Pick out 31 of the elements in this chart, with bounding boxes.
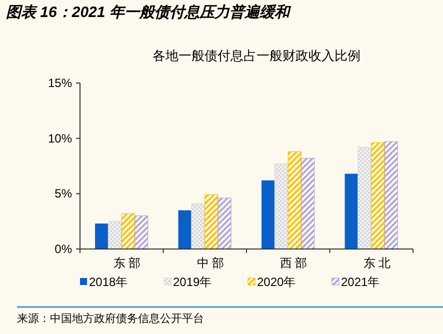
chart-subtitle: 各地一般债付息占一般财政收入比例	[152, 48, 360, 63]
legend-label: 2020年	[257, 275, 296, 289]
y-tick-label: 0%	[54, 242, 72, 256]
bar	[371, 142, 385, 250]
bar	[134, 216, 148, 250]
bar	[204, 194, 218, 250]
bar	[274, 163, 288, 250]
x-tick-label: 东部	[114, 256, 144, 270]
bar	[384, 141, 398, 250]
bar	[288, 151, 302, 250]
legend-label: 2019年	[173, 275, 212, 289]
bar	[178, 210, 192, 249]
y-tick-label: 5%	[54, 186, 72, 201]
bar	[95, 224, 108, 249]
legend-label: 2021年	[341, 275, 380, 289]
bar	[191, 203, 205, 250]
x-tick-label: 中部	[196, 256, 227, 270]
bar	[218, 198, 232, 250]
bar	[121, 213, 135, 250]
y-tick-label: 15%	[48, 76, 72, 90]
bar	[108, 221, 122, 250]
x-tick-label: 东北	[363, 256, 394, 270]
source-note: 来源：中国地方政府债务信息公开平台	[17, 312, 204, 325]
chart-title: 图表 16：2021 年一般债付息压力普遍缓和	[6, 3, 292, 21]
x-tick-label: 西部	[280, 256, 310, 270]
legend-label: 2018年	[89, 275, 128, 289]
bar	[344, 174, 358, 249]
y-tick-label: 10%	[48, 131, 72, 146]
bar	[262, 180, 274, 249]
bar	[301, 158, 315, 250]
bar	[358, 146, 372, 250]
